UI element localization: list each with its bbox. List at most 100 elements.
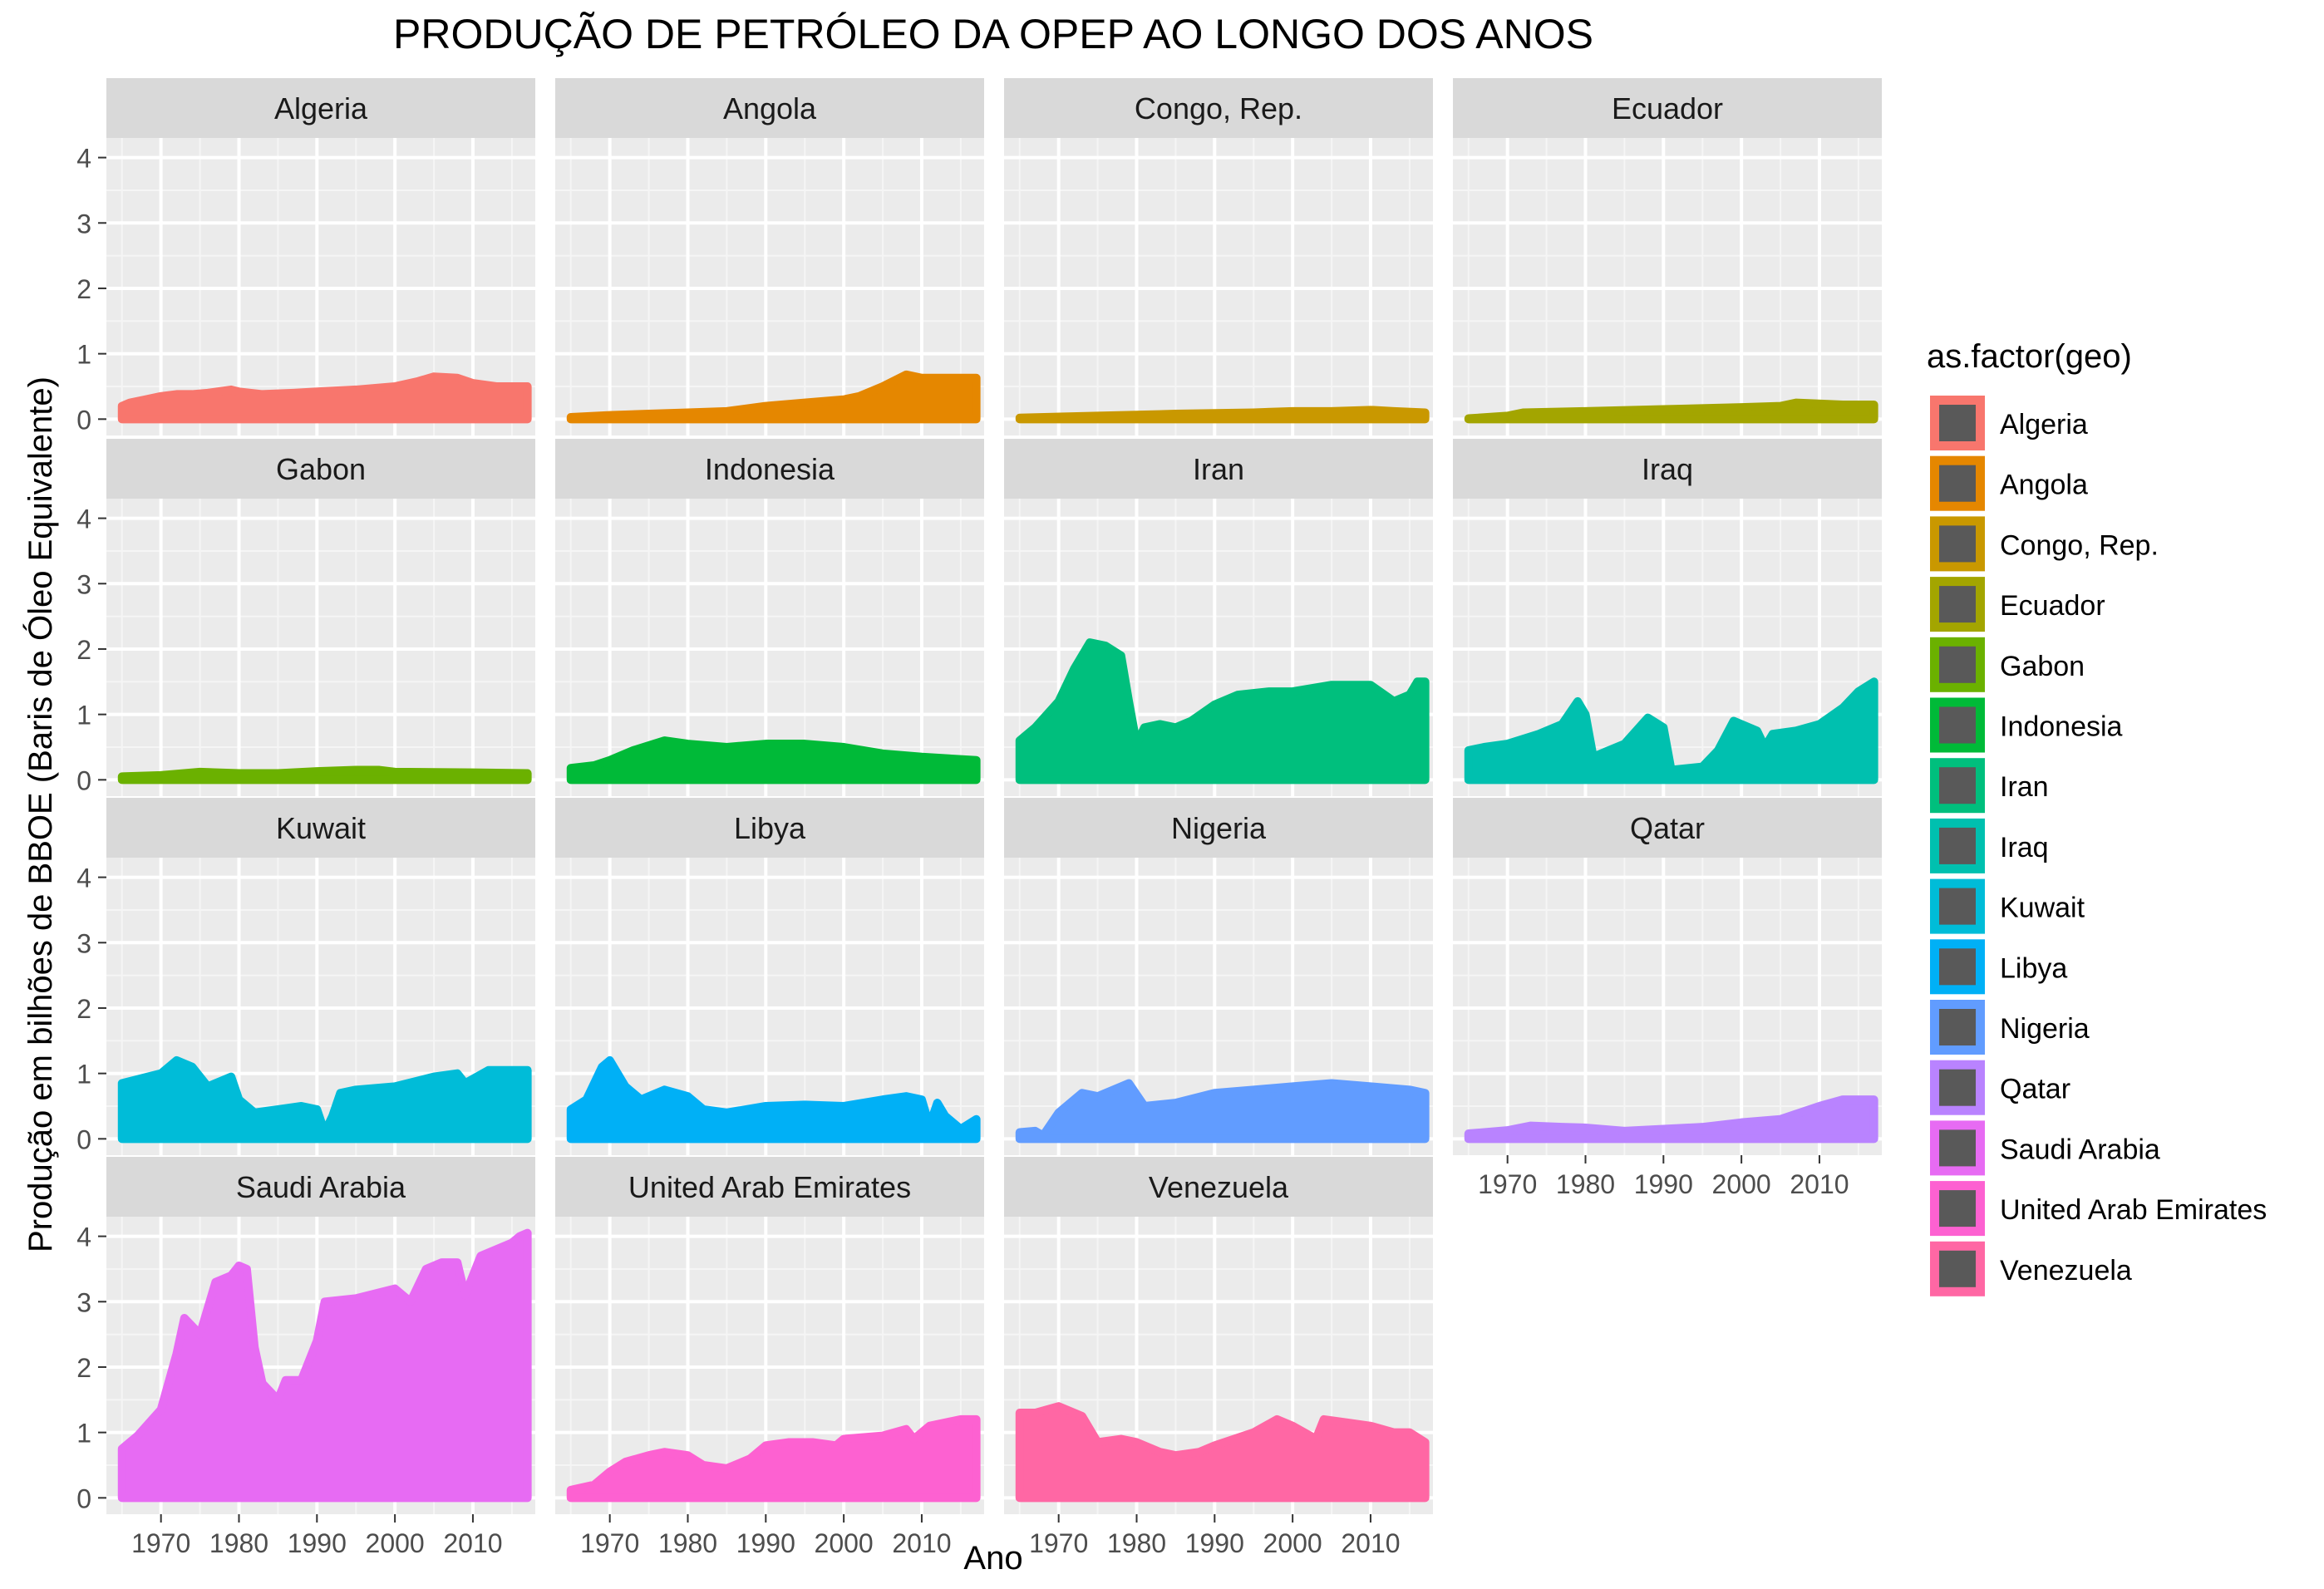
panel-qatar: Qatar 1970 1980 1990 2000 2010 <box>1453 798 1882 1199</box>
strip-saudi-arabia <box>106 1157 535 1217</box>
strip-libya <box>555 798 984 858</box>
y-tick-label: 2 <box>76 1353 91 1383</box>
legend-label-congo-rep: Congo, Rep. <box>2000 529 2159 561</box>
legend-item-gabon: Gabon <box>1930 637 2085 692</box>
legend-item-indonesia: Indonesia <box>1930 697 2123 753</box>
panel-angola: Angola <box>555 78 984 435</box>
area-gabon <box>117 765 532 785</box>
x-tick-label: 1970 <box>131 1528 190 1558</box>
legend-title: as.factor(geo) <box>1927 338 2132 375</box>
area-iran <box>1015 638 1430 785</box>
legend-key-inner-saudi-arabia <box>1939 1129 1976 1167</box>
strip-label-gabon: Gabon <box>276 452 366 486</box>
y-tick-label: 4 <box>76 1222 91 1252</box>
area-congo-rep <box>1015 406 1430 424</box>
x-tick-label: 1980 <box>1107 1528 1166 1558</box>
legend-label-algeria: Algeria <box>2000 409 2088 440</box>
legend-key-inner-gabon <box>1939 646 1976 683</box>
area-saudi-arabia <box>117 1228 532 1503</box>
legend-label-venezuela: Venezuela <box>2000 1255 2132 1286</box>
strip-qatar <box>1453 798 1882 858</box>
strip-congo-rep <box>1004 78 1433 138</box>
x-tick-label: 1990 <box>1185 1528 1244 1558</box>
strip-nigeria <box>1004 798 1433 858</box>
x-tick-label: 1990 <box>736 1528 795 1558</box>
strip-label-algeria: Algeria <box>274 91 368 125</box>
legend-key-inner-angola <box>1939 465 1976 502</box>
area-kuwait <box>117 1055 532 1144</box>
legend-key-inner-qatar <box>1939 1069 1976 1106</box>
panel-libya: Libya <box>555 798 984 1155</box>
legend-key-inner-venezuela <box>1939 1250 1976 1287</box>
area-qatar <box>1464 1095 1878 1144</box>
legend-label-iran: Iran <box>2000 771 2049 803</box>
x-tick-label: 2010 <box>1790 1169 1849 1199</box>
x-tick-label: 2010 <box>443 1528 502 1558</box>
area-venezuela <box>1015 1402 1430 1503</box>
legend-label-nigeria: Nigeria <box>2000 1013 2090 1045</box>
y-tick-label: 2 <box>76 994 91 1024</box>
y-axis-title: Produção em bilhões de BBOE (Baris de Ól… <box>22 376 59 1252</box>
panel-congo-rep: Congo, Rep. <box>1004 78 1433 435</box>
legend-label-indonesia: Indonesia <box>2000 711 2123 743</box>
strip-iran <box>1004 439 1433 499</box>
strip-iraq <box>1453 439 1882 499</box>
legend: as.factor(geo) Algeria Angola Congo, Rep. E… <box>1927 338 2267 1296</box>
y-tick-label: 3 <box>76 209 91 239</box>
strip-angola <box>555 78 984 138</box>
legend-label-ecuador: Ecuador <box>2000 590 2105 622</box>
strip-ecuador <box>1453 78 1882 138</box>
panel-algeria: Algeria 0 1 2 3 4 <box>76 78 535 435</box>
strip-label-kuwait: Kuwait <box>276 811 366 845</box>
legend-label-angola: Angola <box>2000 470 2088 501</box>
x-tick-label: 1980 <box>209 1528 268 1558</box>
legend-label-kuwait: Kuwait <box>2000 893 2085 924</box>
y-tick-label: 4 <box>76 504 91 534</box>
legend-item-united-arab-emirates: United Arab Emirates <box>1930 1181 2267 1237</box>
y-tick-label: 2 <box>76 635 91 665</box>
strip-united-arab-emirates <box>555 1157 984 1217</box>
y-tick-label: 0 <box>76 1483 91 1513</box>
panel-ecuador: Ecuador <box>1453 78 1882 435</box>
y-tick-label: 0 <box>76 1124 91 1154</box>
legend-item-qatar: Qatar <box>1930 1060 2070 1115</box>
y-tick-label: 0 <box>76 765 91 795</box>
legend-item-congo-rep: Congo, Rep. <box>1930 516 2159 572</box>
y-tick-label: 4 <box>76 863 91 893</box>
strip-label-libya: Libya <box>734 811 806 845</box>
area-united-arab-emirates <box>566 1414 981 1503</box>
y-tick-label: 1 <box>76 701 91 731</box>
y-tick-label: 3 <box>76 569 91 599</box>
x-tick-label: 1980 <box>658 1528 717 1558</box>
legend-item-venezuela: Venezuela <box>1930 1241 2132 1296</box>
strip-label-saudi-arabia: Saudi Arabia <box>236 1170 406 1204</box>
x-tick-label: 1990 <box>1634 1169 1693 1199</box>
strip-label-indonesia: Indonesia <box>705 452 835 486</box>
panel-iraq: Iraq <box>1453 439 1882 796</box>
x-tick-label: 1970 <box>580 1528 639 1558</box>
legend-item-iran: Iran <box>1930 758 2049 814</box>
x-tick-label: 2000 <box>1712 1169 1771 1199</box>
legend-key-inner-libya <box>1939 948 1976 986</box>
area-iraq <box>1464 677 1878 785</box>
x-tick-label: 2010 <box>1341 1528 1400 1558</box>
legend-label-united-arab-emirates: United Arab Emirates <box>2000 1194 2267 1226</box>
panel-indonesia: Indonesia <box>555 439 984 796</box>
legend-key-inner-iraq <box>1939 827 1976 864</box>
legend-label-qatar: Qatar <box>2000 1074 2070 1105</box>
x-tick-label: 1970 <box>1478 1169 1537 1199</box>
strip-label-congo-rep: Congo, Rep. <box>1135 91 1302 125</box>
strip-label-nigeria: Nigeria <box>1171 811 1267 845</box>
y-tick-label: 3 <box>76 1287 91 1317</box>
x-tick-label: 2000 <box>815 1528 874 1558</box>
legend-label-gabon: Gabon <box>2000 651 2085 682</box>
legend-key-inner-ecuador <box>1939 586 1976 623</box>
legend-item-angola: Angola <box>1930 455 2088 511</box>
y-tick-label: 0 <box>76 405 91 435</box>
panel-united-arab-emirates: United Arab Emirates 1970 1980 1990 2000 2010 <box>555 1157 984 1558</box>
legend-item-kuwait: Kuwait <box>1930 878 2085 934</box>
x-tick-label: 1980 <box>1556 1169 1615 1199</box>
legend-key-inner-algeria <box>1939 405 1976 441</box>
strip-gabon <box>106 439 535 499</box>
